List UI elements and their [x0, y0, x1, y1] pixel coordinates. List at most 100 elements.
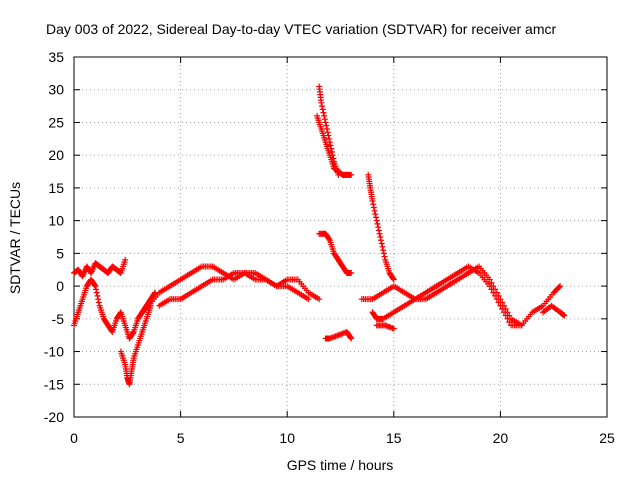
data-point — [326, 135, 333, 142]
series-arc-c — [117, 302, 154, 388]
data-point — [500, 302, 507, 309]
y-axis-label: SDTVAR / TECUs — [7, 182, 23, 294]
data-point — [376, 230, 383, 237]
data-point — [93, 289, 100, 296]
data-point — [348, 171, 355, 178]
data-point — [324, 129, 331, 136]
y-tick-label: 10 — [48, 213, 64, 229]
data-point — [318, 99, 325, 106]
data-point — [375, 227, 382, 234]
data-point — [380, 247, 387, 254]
series-arc-g — [314, 112, 338, 172]
data-point — [95, 296, 102, 303]
series-arc-e — [156, 270, 312, 309]
data-point — [504, 309, 511, 316]
data-point — [378, 237, 385, 244]
series-arc-o — [540, 302, 568, 319]
grid-lines — [74, 57, 607, 417]
data-point — [372, 211, 379, 218]
data-point — [323, 122, 330, 129]
data-point — [390, 275, 397, 282]
data-point — [492, 286, 499, 293]
data-point — [322, 119, 329, 126]
y-tick-label: 35 — [48, 49, 64, 65]
data-point — [379, 243, 386, 250]
data-point — [326, 236, 333, 243]
data-point — [347, 334, 354, 341]
data-point — [93, 286, 100, 293]
data-point — [374, 220, 381, 227]
plot-frame — [73, 56, 608, 418]
y-tick-label: -20 — [44, 409, 64, 425]
y-tick-label: 25 — [48, 114, 64, 130]
x-ticks: 0 5 10 15 20 25 — [70, 57, 615, 446]
data-point — [373, 217, 380, 224]
y-tick-label: 20 — [48, 147, 64, 163]
x-tick-label: 10 — [279, 430, 295, 446]
data-point — [129, 330, 136, 336]
data-point — [370, 204, 377, 211]
x-axis-label: GPS time / hours — [287, 457, 394, 473]
data-point — [348, 270, 355, 276]
data-point — [493, 289, 500, 296]
data-point — [497, 296, 504, 303]
y-tick-label: -15 — [44, 376, 64, 392]
data-point — [151, 290, 158, 297]
series-arc-m — [358, 263, 525, 329]
y-tick-label: 15 — [48, 180, 64, 196]
data-point — [377, 234, 384, 240]
series-arc-j — [322, 328, 355, 342]
series-arc-n — [373, 322, 397, 332]
x-tick-label: 15 — [386, 430, 402, 446]
data-point — [323, 126, 330, 132]
data-point — [499, 299, 506, 306]
data-point — [328, 148, 335, 155]
data-point — [122, 256, 129, 263]
data-point — [561, 312, 568, 319]
data-point — [390, 325, 397, 332]
data-point — [321, 116, 328, 123]
data-point — [378, 240, 385, 247]
x-tick-label: 0 — [70, 430, 78, 446]
series-arc-h — [331, 165, 355, 178]
data-point — [490, 283, 497, 290]
data-point — [557, 283, 564, 290]
data-point — [380, 250, 387, 257]
data-point — [94, 292, 101, 299]
data-point — [348, 335, 355, 342]
data-point — [320, 109, 327, 116]
data-point — [95, 299, 102, 306]
data-point — [305, 296, 312, 303]
x-tick-label: 5 — [177, 430, 185, 446]
y-tick-label: -5 — [52, 311, 65, 327]
data-point — [92, 283, 99, 290]
y-ticks: -20 -15 -10 -5 0 5 10 15 20 25 30 35 — [44, 49, 607, 425]
y-tick-label: -10 — [44, 344, 64, 360]
data-point — [518, 322, 525, 329]
data-point — [370, 201, 377, 208]
data-point — [486, 276, 493, 283]
data-point — [390, 276, 397, 283]
data-point — [381, 253, 388, 260]
data-point — [556, 284, 563, 291]
data-point — [495, 292, 502, 299]
data-point — [91, 282, 98, 288]
data-point — [373, 214, 380, 221]
data-point — [316, 296, 323, 303]
data-point — [319, 103, 326, 110]
y-tick-label: 0 — [56, 278, 64, 294]
series-arc-k — [365, 171, 397, 283]
data-point — [375, 224, 382, 231]
y-tick-label: 5 — [56, 245, 64, 261]
chart-title: Day 003 of 2022, Sidereal Day-to-day VTE… — [46, 21, 556, 37]
data-point — [327, 142, 334, 149]
data-point — [506, 319, 513, 326]
data-point — [506, 312, 513, 319]
data-point — [321, 112, 328, 119]
data-point — [502, 306, 509, 312]
series-arc-i — [316, 230, 355, 276]
data-point — [144, 303, 151, 310]
x-tick-label: 20 — [493, 430, 509, 446]
data-point — [371, 207, 378, 214]
